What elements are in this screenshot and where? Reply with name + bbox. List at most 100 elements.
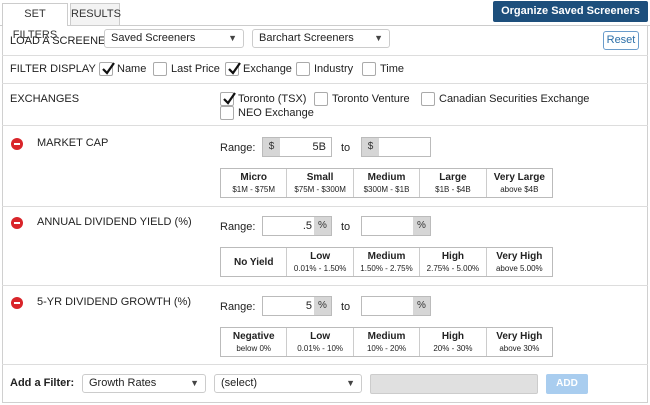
chevron-down-icon: ▼	[190, 378, 199, 388]
preset-title: Medium	[367, 172, 406, 183]
range-presets: No Yield Low 0.01% - 1.50% Medium 1.50% - 2.…	[220, 247, 553, 277]
range-presets: Micro $1M - $75M Small $75M - $300M Medium $3…	[220, 168, 553, 198]
percent-addon: %	[314, 297, 331, 315]
filter-title: ANNUAL DIVIDEND YIELD (%)	[37, 216, 192, 228]
load-screener-label: LOAD A SCREENER:	[10, 35, 117, 47]
range-to-input[interactable]: %	[361, 216, 431, 236]
checkbox[interactable]	[421, 92, 435, 106]
checkbox-label: Industry	[314, 63, 354, 75]
preset-button[interactable]: Very High above 5.00%	[487, 248, 552, 276]
range-from-input[interactable]: .5%	[262, 216, 332, 236]
preset-title: Small	[306, 172, 334, 183]
preset-range: above 30%	[499, 344, 540, 353]
to-label: to	[341, 301, 351, 313]
filter-title: MARKET CAP	[37, 137, 109, 149]
preset-button[interactable]: Low 0.01% - 10%	[287, 328, 354, 356]
filter-field-select[interactable]: (select) ▼	[214, 374, 362, 393]
checkbox[interactable]	[220, 92, 236, 106]
preset-title: Very Large	[493, 172, 545, 183]
range-to-input[interactable]: %	[361, 296, 431, 316]
checkbox[interactable]	[362, 62, 376, 76]
preset-button[interactable]: Medium 10% - 20%	[354, 328, 421, 356]
exchanges-label: EXCHANGES	[10, 93, 80, 105]
filter-category-select[interactable]: Growth Rates ▼	[82, 374, 206, 393]
checkbox[interactable]	[153, 62, 167, 76]
divider	[2, 364, 648, 365]
checkbox-label: Canadian Securities Exchange	[439, 93, 590, 105]
checkbox-label: NEO Exchange	[238, 107, 314, 119]
checkbox-label: Name	[117, 63, 147, 75]
preset-button[interactable]: Small $75M - $300M	[287, 169, 354, 197]
preset-range: above $4B	[500, 185, 539, 194]
filter-field-value: (select)	[221, 377, 258, 389]
preset-button[interactable]: Medium $300M - $1B	[354, 169, 421, 197]
filter-category-value: Growth Rates	[89, 377, 157, 389]
currency-addon: $	[263, 138, 280, 156]
range-from-input[interactable]: 5%	[262, 296, 332, 316]
preset-button[interactable]: High 2.75% - 5.00%	[420, 248, 487, 276]
range-from-value: 5B	[312, 141, 326, 153]
preset-button[interactable]: Low 0.01% - 1.50%	[287, 248, 354, 276]
checkbox[interactable]	[220, 106, 234, 120]
preset-range: $1M - $75M	[232, 185, 276, 194]
divider	[2, 55, 648, 56]
preset-button[interactable]: Micro $1M - $75M	[221, 169, 288, 197]
range-from-value: 5	[305, 300, 312, 312]
range-to-input[interactable]: $	[361, 137, 431, 157]
organize-saved-screeners-button[interactable]: Organize Saved Screeners	[493, 1, 648, 22]
divider	[2, 206, 648, 207]
preset-title: Negative	[232, 331, 275, 342]
checkbox-label: Exchange	[243, 63, 292, 75]
add-filter-button[interactable]: ADD	[546, 374, 588, 394]
preset-range: below 0%	[236, 344, 272, 353]
preset-title: Medium	[367, 331, 406, 342]
percent-addon: %	[413, 217, 430, 235]
checkbox[interactable]	[296, 62, 310, 76]
range-label: Range:	[220, 142, 256, 154]
remove-filter-icon[interactable]	[11, 138, 23, 150]
percent-addon: %	[413, 297, 430, 315]
remove-filter-icon[interactable]	[11, 217, 23, 229]
preset-button[interactable]: Negative below 0%	[221, 328, 288, 356]
chevron-down-icon: ▼	[228, 33, 237, 43]
preset-title: No Yield	[233, 257, 274, 268]
preset-title: Micro	[240, 172, 268, 183]
preset-title: High	[441, 251, 465, 262]
tab-set-filters[interactable]: SET FILTERS	[2, 3, 68, 41]
barchart-screeners-select[interactable]: Barchart Screeners ▼	[252, 29, 390, 48]
preset-button[interactable]: High 20% - 30%	[420, 328, 487, 356]
reset-button[interactable]: Reset	[603, 31, 639, 50]
filter-value-input[interactable]	[370, 374, 538, 394]
checkbox-label: Toronto Venture	[332, 93, 410, 105]
to-label: to	[341, 142, 351, 154]
saved-screeners-select[interactable]: Saved Screeners ▼	[104, 29, 244, 48]
preset-range: above 5.00%	[495, 264, 543, 273]
checkbox[interactable]	[99, 62, 115, 76]
range-from-input[interactable]: $5B	[262, 137, 332, 157]
checkbox[interactable]	[314, 92, 328, 106]
percent-addon: %	[314, 217, 331, 235]
preset-range: $300M - $1B	[363, 185, 410, 194]
preset-button[interactable]: Medium 1.50% - 2.75%	[354, 248, 421, 276]
checkbox[interactable]	[225, 62, 241, 76]
preset-button[interactable]: Very High above 30%	[487, 328, 552, 356]
preset-button[interactable]: Large $1B - $4B	[420, 169, 487, 197]
preset-title: Medium	[367, 251, 406, 262]
remove-filter-icon[interactable]	[11, 297, 23, 309]
preset-title: Very High	[496, 251, 543, 262]
preset-range: 10% - 20%	[366, 344, 407, 353]
preset-range: 0.01% - 10%	[297, 344, 344, 353]
preset-button[interactable]: Very Large above $4B	[487, 169, 552, 197]
preset-range: 0.01% - 1.50%	[293, 264, 347, 273]
preset-title: Large	[439, 172, 467, 183]
preset-title: High	[441, 331, 465, 342]
preset-range: $1B - $4B	[435, 185, 471, 194]
checkbox-label: Toronto (TSX)	[238, 93, 307, 105]
preset-title: Very High	[496, 331, 543, 342]
divider	[2, 285, 648, 286]
chevron-down-icon: ▼	[374, 33, 383, 43]
tab-divider	[0, 25, 650, 26]
tab-results[interactable]: RESULTS	[70, 3, 121, 25]
preset-button[interactable]: No Yield	[221, 248, 288, 276]
